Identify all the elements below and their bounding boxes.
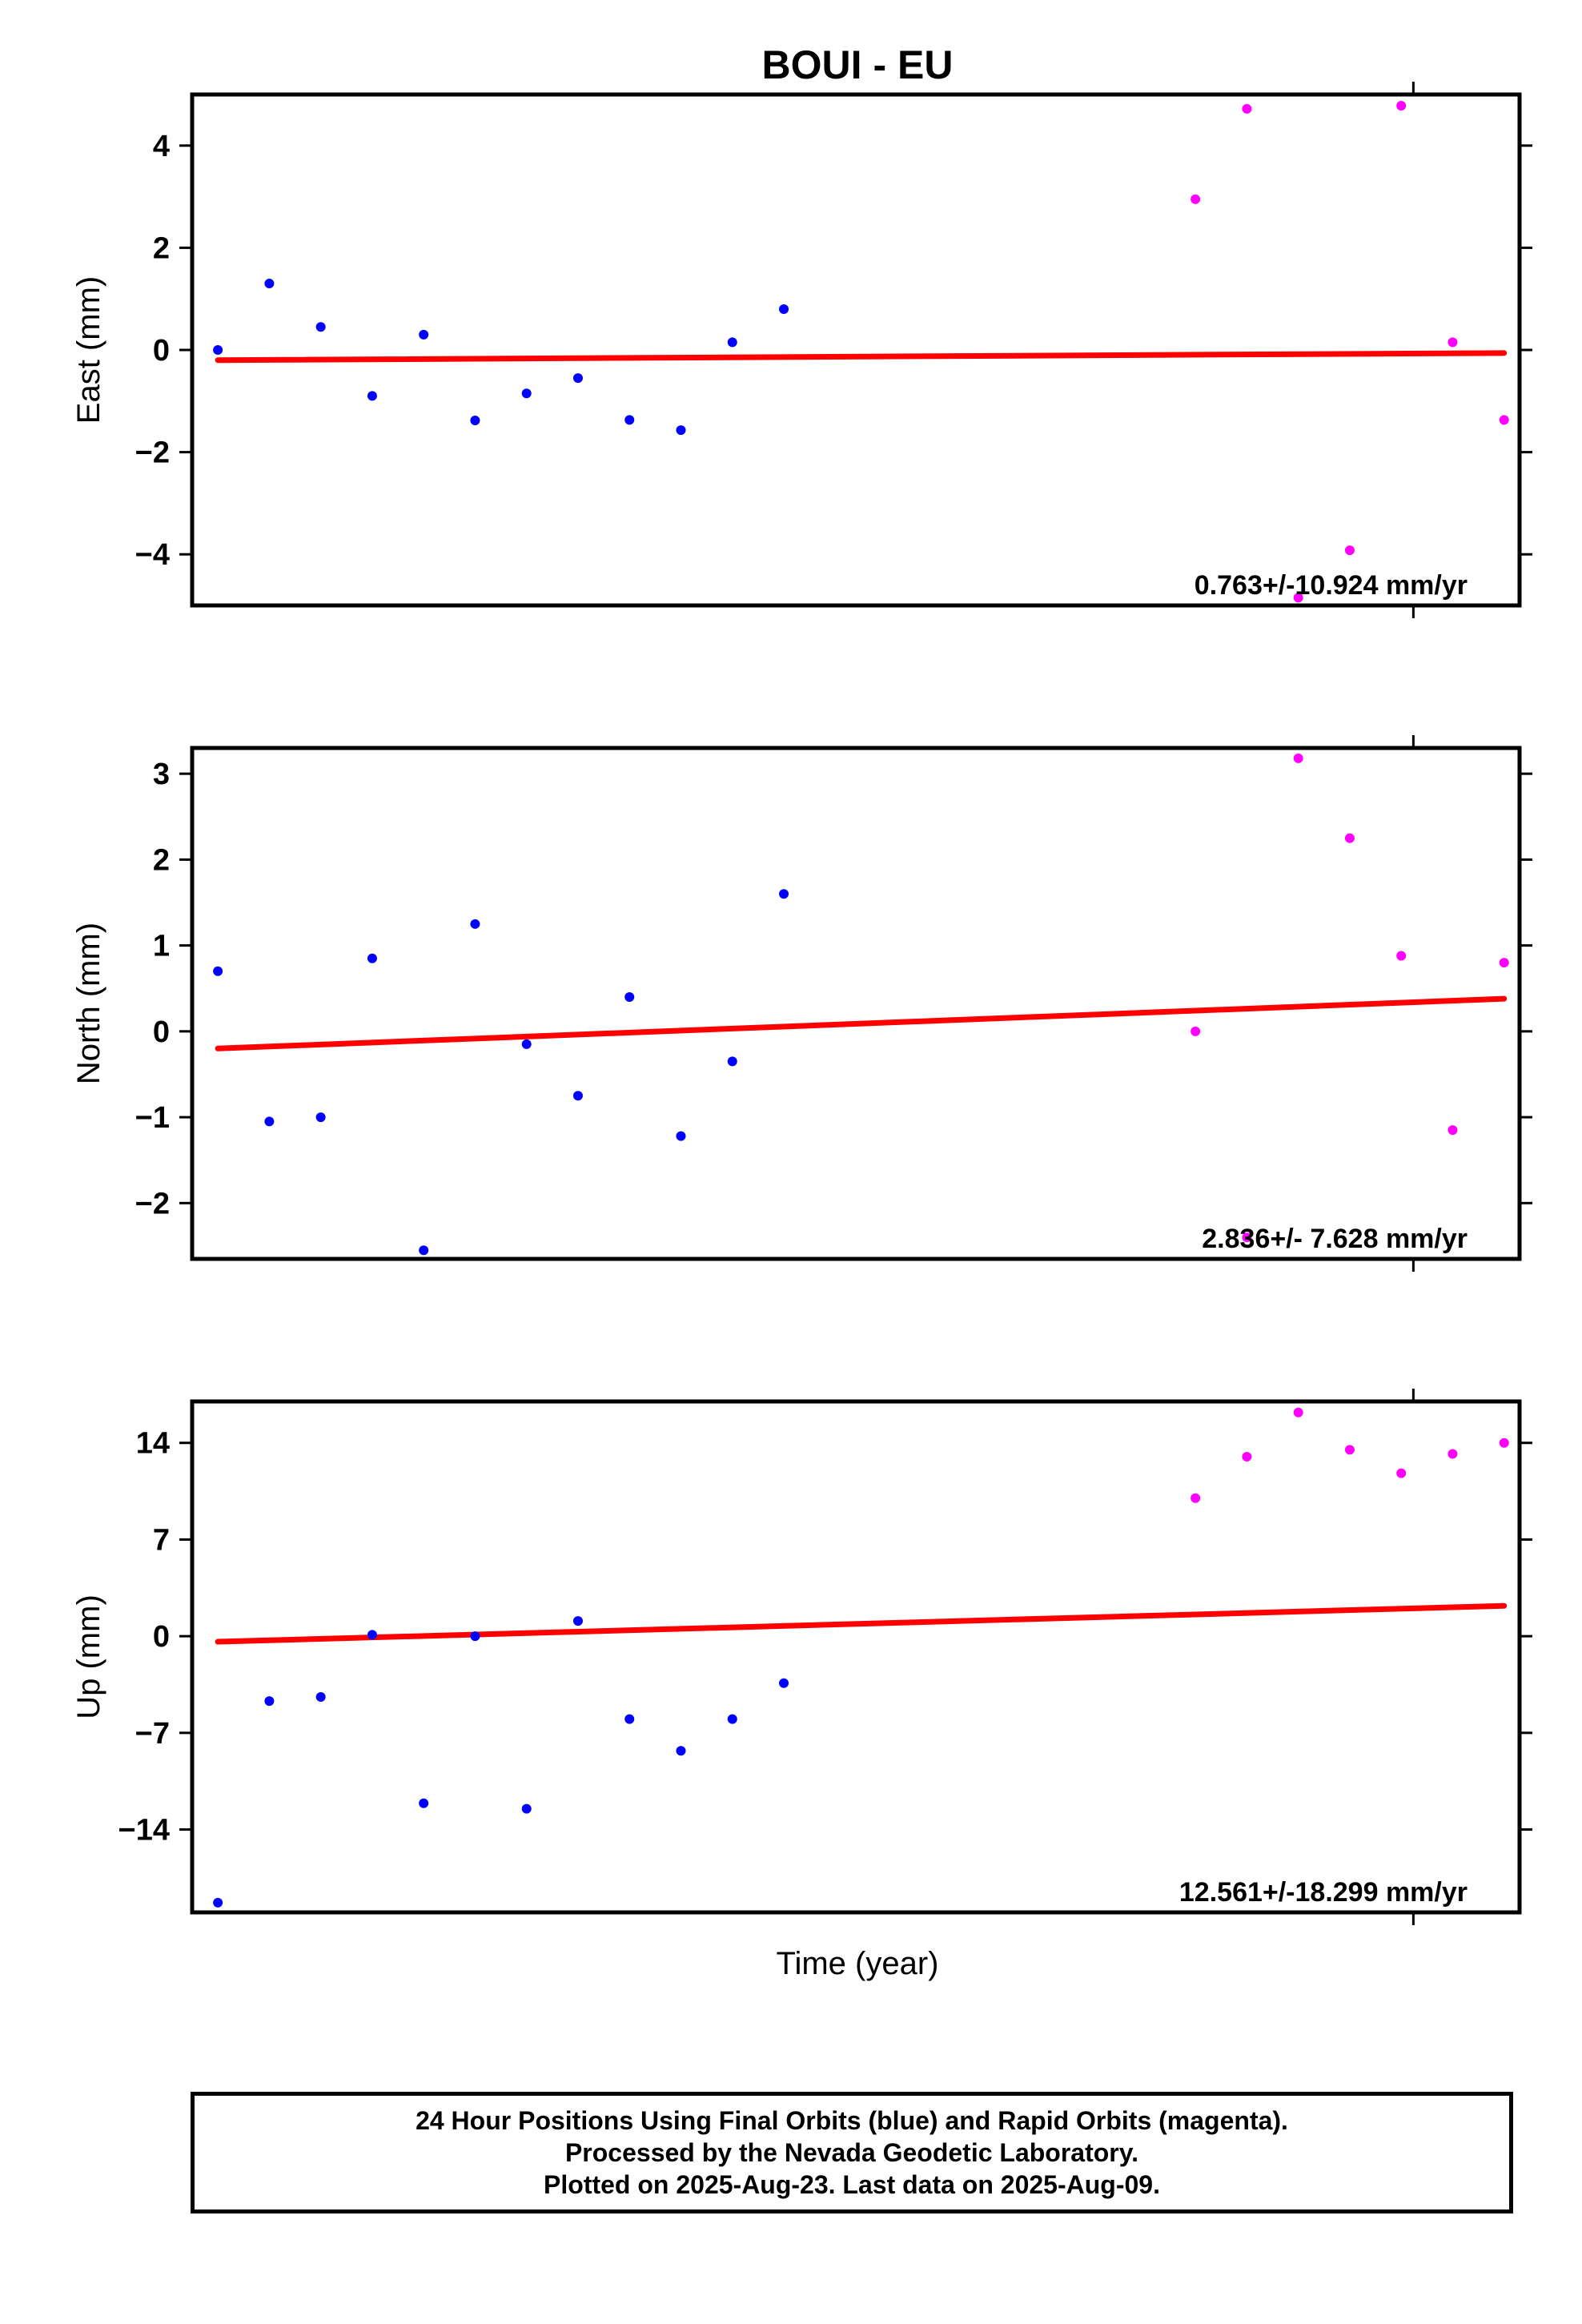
data-point-rapid-up bbox=[1191, 1493, 1201, 1503]
data-point-final-up bbox=[470, 1631, 480, 1642]
chart-title: BOUI - EU bbox=[762, 42, 954, 87]
panel-frame-north bbox=[190, 746, 1522, 1261]
data-point-rapid-up bbox=[1344, 1445, 1355, 1455]
data-point-rapid-east bbox=[1447, 337, 1458, 348]
data-point-rapid-up bbox=[1293, 1407, 1303, 1417]
data-point-final-north bbox=[315, 1112, 326, 1123]
data-point-rapid-east bbox=[1191, 194, 1201, 204]
y-axis-label-east: East (mm) bbox=[71, 276, 106, 424]
data-point-final-up bbox=[572, 1616, 583, 1626]
data-point-final-north bbox=[572, 1091, 583, 1101]
data-point-rapid-north bbox=[1447, 1125, 1458, 1136]
data-point-final-north bbox=[419, 1245, 429, 1256]
data-point-final-up bbox=[521, 1803, 532, 1814]
data-point-final-up bbox=[419, 1798, 429, 1808]
data-point-final-north bbox=[521, 1039, 532, 1049]
y-tick-label-up: 14 bbox=[136, 1427, 170, 1461]
data-point-final-east bbox=[470, 416, 480, 426]
data-point-final-east bbox=[572, 373, 583, 384]
y-tick-label-north: 0 bbox=[153, 1015, 170, 1049]
footer-line-1: 24 Hour Positions Using Final Orbits (bl… bbox=[416, 2106, 1288, 2135]
y-tick-label-up: 0 bbox=[153, 1620, 170, 1654]
data-point-rapid-north bbox=[1293, 753, 1303, 763]
data-point-rapid-east bbox=[1396, 101, 1407, 111]
panel-frame-east bbox=[190, 92, 1522, 608]
trend-line-east bbox=[215, 350, 1508, 364]
data-point-rapid-north bbox=[1396, 951, 1407, 961]
data-point-rapid-north bbox=[1344, 833, 1355, 843]
data-point-rapid-north bbox=[1499, 958, 1509, 968]
rate-label-up: 12.561+/-18.299 mm/yr bbox=[1179, 1877, 1468, 1908]
panel-frame-up bbox=[190, 1399, 1522, 1915]
data-point-final-up bbox=[779, 1678, 789, 1688]
data-point-final-east bbox=[779, 304, 789, 314]
data-point-rapid-east bbox=[1499, 415, 1509, 425]
trend-line-up bbox=[215, 1602, 1508, 1645]
footer-line-2: Processed by the Nevada Geodetic Laborat… bbox=[564, 2138, 1139, 2167]
data-point-final-up bbox=[676, 1746, 686, 1756]
data-point-final-north bbox=[779, 889, 789, 899]
y-tick-label-east: 0 bbox=[153, 334, 170, 368]
x-axis-label: Time (year) bbox=[777, 1946, 939, 1981]
footer-box: 24 Hour Positions Using Final Orbits (bl… bbox=[191, 2092, 1513, 2213]
rate-label-east: 0.763+/-10.924 mm/yr bbox=[1195, 570, 1468, 601]
data-point-final-east bbox=[213, 345, 223, 355]
trend-line-north bbox=[215, 995, 1508, 1051]
y-tick-label-north: 3 bbox=[153, 758, 170, 791]
panels: 4 2 0 −2 −4 East (mm) 0.763+/-10.924 mm/yr 3 2 1 0… bbox=[71, 82, 1532, 1925]
data-point-rapid-up bbox=[1242, 1451, 1252, 1462]
data-point-final-north bbox=[624, 991, 635, 1002]
rate-label-north: 2.836+/- 7.628 mm/yr bbox=[1202, 1224, 1468, 1254]
data-point-final-north bbox=[367, 953, 377, 963]
data-point-final-east bbox=[315, 322, 326, 332]
data-point-final-east bbox=[419, 329, 429, 340]
footer-line-3: Plotted on 2025-Aug-23. Last data on 202… bbox=[544, 2170, 1160, 2199]
y-tick-label-east: 2 bbox=[153, 231, 170, 265]
data-point-rapid-east bbox=[1293, 593, 1303, 603]
data-point-rapid-east bbox=[1242, 103, 1252, 114]
y-tick-label-north: −1 bbox=[135, 1101, 170, 1135]
data-point-final-north bbox=[264, 1116, 275, 1127]
data-point-final-east bbox=[624, 415, 635, 425]
data-point-final-north bbox=[213, 966, 223, 976]
data-point-final-up bbox=[624, 1714, 635, 1724]
y-tick-label-north: −2 bbox=[135, 1187, 170, 1220]
panel-east: 4 2 0 −2 −4 East (mm) 0.763+/-10.924 mm/yr bbox=[71, 82, 1532, 618]
data-point-final-up bbox=[213, 1897, 223, 1908]
data-point-final-north bbox=[676, 1131, 686, 1141]
data-point-final-north bbox=[727, 1056, 737, 1067]
data-point-final-north bbox=[470, 919, 480, 929]
y-axis-label-up: Up (mm) bbox=[71, 1594, 106, 1719]
data-point-final-east bbox=[676, 425, 686, 436]
data-point-final-up bbox=[264, 1696, 275, 1707]
data-point-rapid-up bbox=[1396, 1468, 1407, 1478]
y-tick-label-east: −2 bbox=[135, 436, 170, 470]
data-point-final-east bbox=[521, 388, 532, 399]
data-point-final-up bbox=[367, 1630, 377, 1640]
y-tick-label-north: 2 bbox=[153, 843, 170, 877]
y-tick-label-east: 4 bbox=[153, 130, 170, 163]
data-point-rapid-up bbox=[1447, 1449, 1458, 1459]
y-tick-label-north: 1 bbox=[153, 930, 170, 963]
data-point-final-up bbox=[727, 1714, 737, 1724]
data-point-rapid-north bbox=[1191, 1026, 1201, 1036]
data-point-final-east bbox=[367, 391, 377, 401]
data-point-rapid-up bbox=[1499, 1437, 1509, 1448]
panel-up: 14 7 0 −7 −14 Up (mm) 12.561+/-18.299 mm/yr bbox=[71, 1389, 1532, 1925]
data-point-rapid-north bbox=[1242, 1232, 1252, 1243]
data-point-final-east bbox=[727, 337, 737, 348]
data-point-rapid-east bbox=[1344, 545, 1355, 556]
y-axis-label-north: North (mm) bbox=[71, 923, 106, 1084]
panel-north: 3 2 1 0 −1 −2 North (mm) 2.836+/- 7.628 mm/yr bbox=[71, 735, 1532, 1272]
data-point-final-up bbox=[315, 1692, 326, 1703]
y-tick-label-east: −4 bbox=[135, 538, 170, 572]
y-tick-label-up: −7 bbox=[135, 1717, 170, 1751]
data-point-final-east bbox=[264, 279, 275, 289]
y-tick-label-up: 7 bbox=[153, 1523, 170, 1557]
y-tick-label-up: −14 bbox=[118, 1814, 170, 1848]
